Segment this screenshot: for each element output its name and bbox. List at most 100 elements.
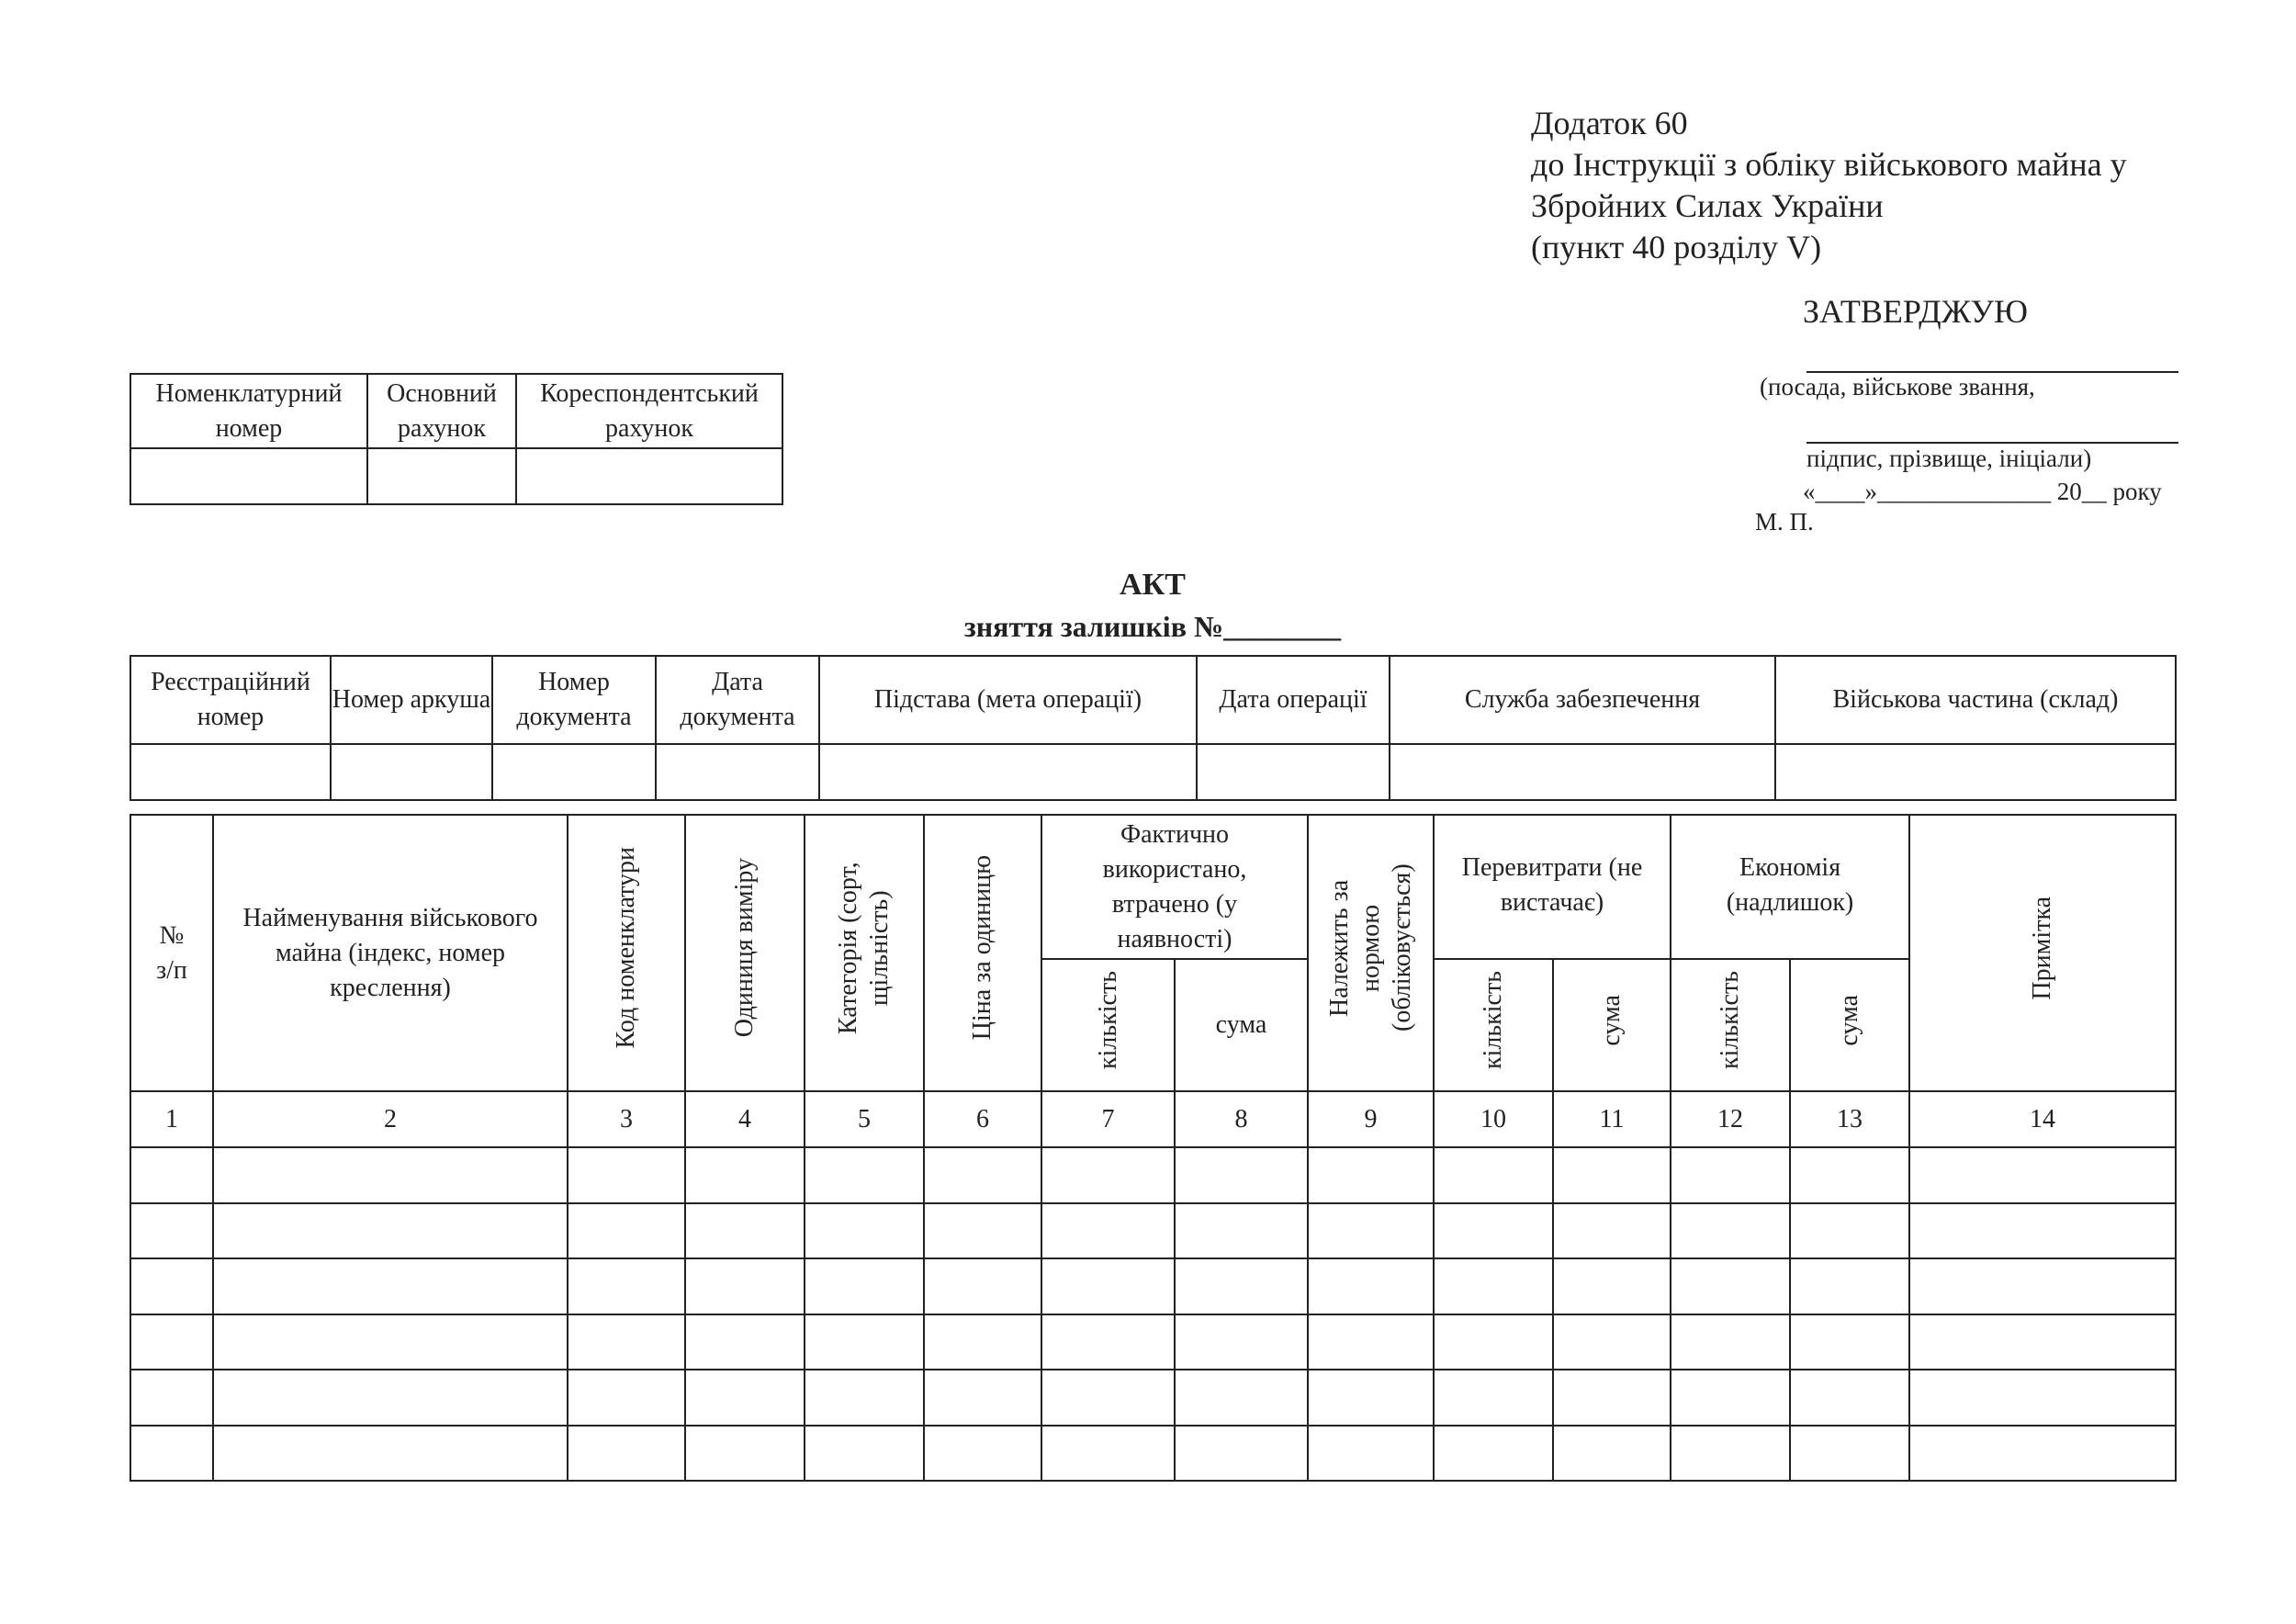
table-cell[interactable]: [1670, 1424, 1792, 1482]
table-cell[interactable]: [684, 1424, 805, 1482]
table-cell[interactable]: [1173, 1369, 1310, 1427]
table-cell[interactable]: [1433, 1369, 1555, 1427]
registration-cell[interactable]: [129, 743, 332, 801]
table-cell[interactable]: [1552, 1201, 1672, 1259]
table-cell[interactable]: [212, 1146, 568, 1204]
table-cell[interactable]: [804, 1424, 925, 1482]
registration-cell[interactable]: [1389, 743, 1776, 801]
table-cell[interactable]: [1307, 1201, 1435, 1259]
table-cell[interactable]: [684, 1201, 805, 1259]
table-cell[interactable]: [129, 1201, 214, 1259]
registration-cell[interactable]: [818, 743, 1198, 801]
table-cell[interactable]: [923, 1146, 1042, 1204]
registration-cell[interactable]: [491, 743, 657, 801]
table-cell[interactable]: [1173, 1146, 1310, 1204]
registration-cell[interactable]: [1196, 743, 1390, 801]
table-cell[interactable]: [1670, 1201, 1792, 1259]
table-cell[interactable]: [1173, 1257, 1310, 1315]
table-cell[interactable]: [212, 1369, 568, 1427]
date-line[interactable]: «____»______________ 20__ року: [1803, 478, 2162, 505]
main-account-cell[interactable]: [366, 447, 517, 505]
table-cell[interactable]: [212, 1201, 568, 1259]
table-cell[interactable]: [1908, 1201, 2178, 1259]
table-cell[interactable]: [1307, 1146, 1435, 1204]
table-cell[interactable]: [129, 1369, 214, 1427]
table-cell[interactable]: [684, 1369, 805, 1427]
table-cell[interactable]: [129, 1146, 214, 1204]
table-cell[interactable]: [1433, 1257, 1555, 1315]
table-cell[interactable]: [1433, 1424, 1555, 1482]
table-cell[interactable]: [923, 1201, 1042, 1259]
registration-cell[interactable]: [1774, 743, 2177, 801]
header-sum: сума: [1173, 958, 1310, 1092]
table-cell[interactable]: [1908, 1257, 2178, 1315]
table-cell[interactable]: [1041, 1369, 1176, 1427]
table-cell[interactable]: [1173, 1313, 1310, 1370]
table-cell[interactable]: [129, 1424, 214, 1482]
table-cell[interactable]: [1041, 1313, 1176, 1370]
table-cell[interactable]: [1433, 1201, 1555, 1259]
table-cell[interactable]: [1789, 1201, 1911, 1259]
table-cell[interactable]: [1041, 1201, 1176, 1259]
table-cell[interactable]: [923, 1369, 1042, 1427]
table-cell[interactable]: [1789, 1313, 1911, 1370]
table-cell[interactable]: [1670, 1146, 1792, 1204]
table-cell[interactable]: [1552, 1313, 1672, 1370]
table-cell[interactable]: [129, 1257, 214, 1315]
table-cell[interactable]: [1789, 1424, 1911, 1482]
table-cell[interactable]: [1041, 1424, 1176, 1482]
corresponding-account-cell[interactable]: [515, 447, 783, 505]
table-cell[interactable]: [1670, 1369, 1792, 1427]
table-cell[interactable]: [804, 1146, 925, 1204]
table-cell[interactable]: [567, 1201, 686, 1259]
signature-line[interactable]: [1806, 442, 2178, 444]
table-cell[interactable]: [212, 1257, 568, 1315]
table-cell[interactable]: [684, 1257, 805, 1315]
table-cell[interactable]: [212, 1313, 568, 1370]
table-cell[interactable]: [1307, 1369, 1435, 1427]
table-cell[interactable]: [1041, 1257, 1176, 1315]
table-cell[interactable]: [1173, 1424, 1310, 1482]
signature-line[interactable]: [1806, 371, 2178, 373]
table-cell[interactable]: [1908, 1424, 2178, 1482]
nomenclature-number-cell[interactable]: [129, 447, 368, 505]
registration-cell[interactable]: [655, 743, 820, 801]
table-cell[interactable]: [567, 1257, 686, 1315]
table-cell[interactable]: [1908, 1313, 2178, 1370]
table-cell[interactable]: [567, 1146, 686, 1204]
table-cell[interactable]: [1552, 1369, 1672, 1427]
table-cell[interactable]: [684, 1146, 805, 1204]
table-cell[interactable]: [1433, 1146, 1555, 1204]
registration-cell[interactable]: [330, 743, 493, 801]
table-cell[interactable]: [1433, 1313, 1555, 1370]
column-number: 3: [567, 1090, 686, 1148]
table-cell[interactable]: [1307, 1257, 1435, 1315]
table-cell[interactable]: [1041, 1146, 1176, 1204]
table-cell[interactable]: [212, 1424, 568, 1482]
table-cell[interactable]: [1908, 1369, 2178, 1427]
table-cell[interactable]: [1552, 1257, 1672, 1315]
table-cell[interactable]: [923, 1257, 1042, 1315]
table-cell[interactable]: [1670, 1313, 1792, 1370]
table-cell[interactable]: [1307, 1313, 1435, 1370]
table-cell[interactable]: [1789, 1257, 1911, 1315]
table-cell[interactable]: [923, 1424, 1042, 1482]
table-cell[interactable]: [1173, 1201, 1310, 1259]
table-cell[interactable]: [1670, 1257, 1792, 1315]
table-cell[interactable]: [1908, 1146, 2178, 1204]
table-cell[interactable]: [804, 1369, 925, 1427]
table-cell[interactable]: [1552, 1424, 1672, 1482]
table-cell[interactable]: [684, 1313, 805, 1370]
table-cell[interactable]: [1789, 1146, 1911, 1204]
table-cell[interactable]: [1307, 1424, 1435, 1482]
table-cell[interactable]: [923, 1313, 1042, 1370]
table-cell[interactable]: [1789, 1369, 1911, 1427]
table-cell[interactable]: [567, 1424, 686, 1482]
table-cell[interactable]: [567, 1313, 686, 1370]
table-cell[interactable]: [1552, 1146, 1672, 1204]
table-cell[interactable]: [804, 1257, 925, 1315]
table-cell[interactable]: [129, 1313, 214, 1370]
table-cell[interactable]: [567, 1369, 686, 1427]
table-cell[interactable]: [804, 1313, 925, 1370]
table-cell[interactable]: [804, 1201, 925, 1259]
